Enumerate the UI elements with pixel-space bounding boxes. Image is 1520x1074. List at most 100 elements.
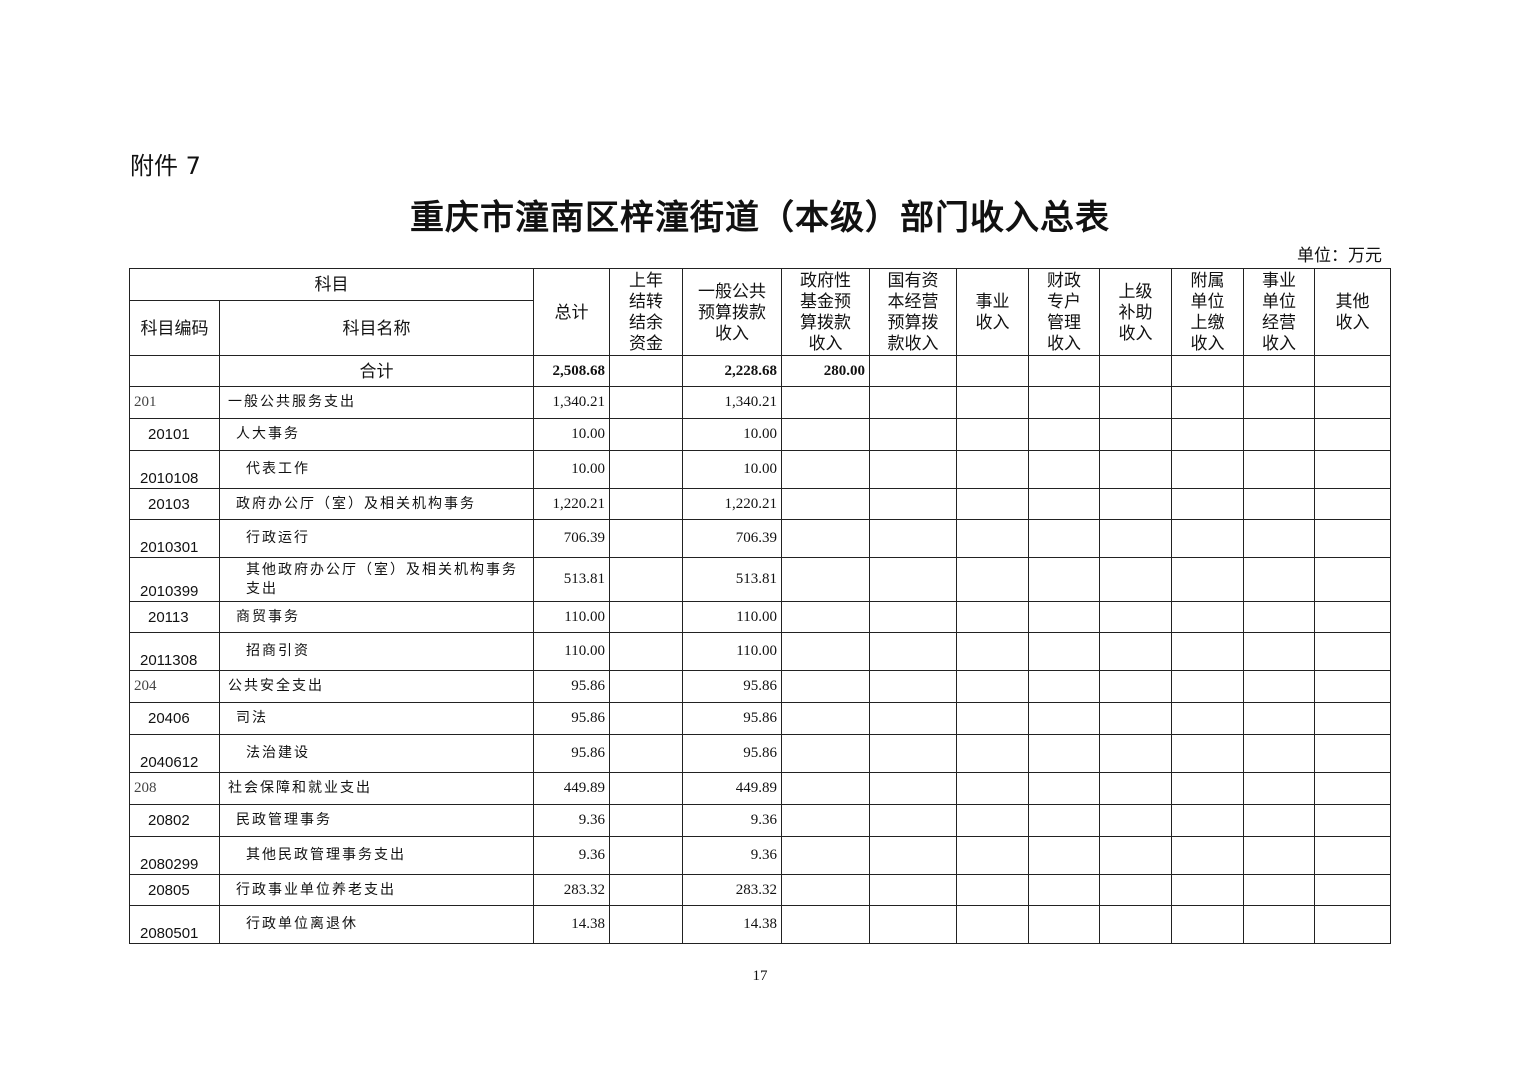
total-value bbox=[1099, 355, 1172, 387]
subject-code: 2010399 bbox=[129, 557, 220, 602]
header-col: 财政 专户 管理 收入 bbox=[1028, 268, 1100, 356]
subject-code: 2080501 bbox=[129, 905, 220, 944]
row-empty-cell bbox=[1314, 702, 1391, 735]
row-empty-cell bbox=[1099, 601, 1172, 633]
subject-code: 204 bbox=[129, 670, 220, 703]
row-empty-cell bbox=[956, 450, 1029, 489]
row-empty-cell bbox=[1243, 702, 1315, 735]
row-empty-cell bbox=[956, 519, 1029, 558]
header-col: 上年 结转 结余 资金 bbox=[609, 268, 683, 356]
row-empty-cell bbox=[1099, 836, 1172, 875]
income-table: 科目 总计 上年 结转 结余 资金 一般公共 预算拨款 收入 政府性 基金预 算拨款 收入 国有资 本经营预… bbox=[129, 268, 1391, 944]
row-empty-cell bbox=[1314, 557, 1391, 602]
row-empty-cell bbox=[869, 519, 957, 558]
row-empty-cell bbox=[1171, 450, 1244, 489]
row-empty-cell bbox=[1028, 557, 1100, 602]
row-total: 110.00 bbox=[533, 601, 610, 633]
row-total: 110.00 bbox=[533, 632, 610, 671]
row-carryover bbox=[609, 836, 683, 875]
table-row: 2010399 其他政府办公厅（室）及相关机构事务支出 513.81 513.81 bbox=[129, 557, 1391, 602]
row-total: 95.86 bbox=[533, 670, 610, 703]
row-carryover bbox=[609, 450, 683, 489]
row-empty-cell bbox=[956, 836, 1029, 875]
row-empty-cell bbox=[1314, 734, 1391, 773]
subject-name: 人大事务 bbox=[219, 418, 534, 451]
row-empty-cell bbox=[781, 418, 870, 451]
row-empty-cell bbox=[781, 836, 870, 875]
row-empty-cell bbox=[1028, 418, 1100, 451]
subject-name: 法治建设 bbox=[219, 734, 534, 773]
row-empty-cell bbox=[1243, 450, 1315, 489]
row-empty-cell bbox=[1243, 905, 1315, 944]
row-empty-cell bbox=[1028, 519, 1100, 558]
row-general-budget: 449.89 bbox=[682, 772, 782, 805]
row-empty-cell bbox=[956, 488, 1029, 520]
row-empty-cell bbox=[1243, 488, 1315, 520]
row-empty-cell bbox=[781, 804, 870, 837]
row-empty-cell bbox=[1314, 519, 1391, 558]
row-empty-cell bbox=[1099, 905, 1172, 944]
row-carryover bbox=[609, 772, 683, 805]
row-empty-cell bbox=[1243, 772, 1315, 805]
row-empty-cell bbox=[869, 632, 957, 671]
table-row: 204 公共安全支出 95.86 95.86 bbox=[129, 670, 1391, 703]
row-empty-cell bbox=[1028, 601, 1100, 633]
subject-code: 201 bbox=[129, 386, 220, 419]
total-label: 合计 bbox=[219, 355, 534, 387]
table-row: 2011308 招商引资 110.00 110.00 bbox=[129, 632, 1391, 671]
subject-name: 其他民政管理事务支出 bbox=[219, 836, 534, 875]
row-general-budget: 10.00 bbox=[682, 450, 782, 489]
header-col: 事业 单位 经营 收入 bbox=[1243, 268, 1315, 356]
row-empty-cell bbox=[1314, 450, 1391, 489]
row-empty-cell bbox=[1171, 632, 1244, 671]
row-empty-cell bbox=[956, 804, 1029, 837]
row-empty-cell bbox=[1243, 418, 1315, 451]
row-empty-cell bbox=[956, 734, 1029, 773]
row-empty-cell bbox=[1314, 804, 1391, 837]
row-general-budget: 1,220.21 bbox=[682, 488, 782, 520]
table-row: 20802 民政管理事务 9.36 9.36 bbox=[129, 804, 1391, 837]
row-empty-cell bbox=[1171, 488, 1244, 520]
total-row: 合计 2,508.68 2,228.68 280.00 bbox=[129, 355, 1391, 387]
subject-code: 2080299 bbox=[129, 836, 220, 875]
row-general-budget: 1,340.21 bbox=[682, 386, 782, 419]
row-empty-cell bbox=[1028, 702, 1100, 735]
subject-code: 20805 bbox=[129, 874, 220, 906]
row-empty-cell bbox=[1099, 874, 1172, 906]
row-carryover bbox=[609, 418, 683, 451]
subject-code: 20101 bbox=[129, 418, 220, 451]
row-general-budget: 95.86 bbox=[682, 702, 782, 735]
row-empty-cell bbox=[1243, 557, 1315, 602]
subject-code: 2011308 bbox=[129, 632, 220, 671]
row-carryover bbox=[609, 734, 683, 773]
subject-name: 其他政府办公厅（室）及相关机构事务支出 bbox=[219, 557, 534, 602]
row-empty-cell bbox=[1171, 557, 1244, 602]
header-col: 事业 收入 bbox=[956, 268, 1029, 356]
table-row: 2010108 代表工作 10.00 10.00 bbox=[129, 450, 1391, 489]
subject-code: 20802 bbox=[129, 804, 220, 837]
subject-name: 政府办公厅（室）及相关机构事务 bbox=[219, 488, 534, 520]
total-value bbox=[609, 355, 683, 387]
row-general-budget: 9.36 bbox=[682, 836, 782, 875]
subject-name: 司法 bbox=[219, 702, 534, 735]
row-empty-cell bbox=[1099, 450, 1172, 489]
row-carryover bbox=[609, 601, 683, 633]
row-empty-cell bbox=[1028, 670, 1100, 703]
row-empty-cell bbox=[1314, 772, 1391, 805]
row-empty-cell bbox=[1314, 874, 1391, 906]
row-empty-cell bbox=[1099, 772, 1172, 805]
subject-name: 商贸事务 bbox=[219, 601, 534, 633]
row-total: 10.00 bbox=[533, 450, 610, 489]
row-empty-cell bbox=[1028, 772, 1100, 805]
row-carryover bbox=[609, 488, 683, 520]
subject-code: 2040612 bbox=[129, 734, 220, 773]
row-empty-cell bbox=[1099, 734, 1172, 773]
row-empty-cell bbox=[869, 905, 957, 944]
table-row: 20805 行政事业单位养老支出 283.32 283.32 bbox=[129, 874, 1391, 906]
row-empty-cell bbox=[1314, 632, 1391, 671]
row-empty-cell bbox=[1099, 386, 1172, 419]
row-general-budget: 10.00 bbox=[682, 418, 782, 451]
row-total: 706.39 bbox=[533, 519, 610, 558]
row-empty-cell bbox=[869, 418, 957, 451]
row-empty-cell bbox=[781, 905, 870, 944]
